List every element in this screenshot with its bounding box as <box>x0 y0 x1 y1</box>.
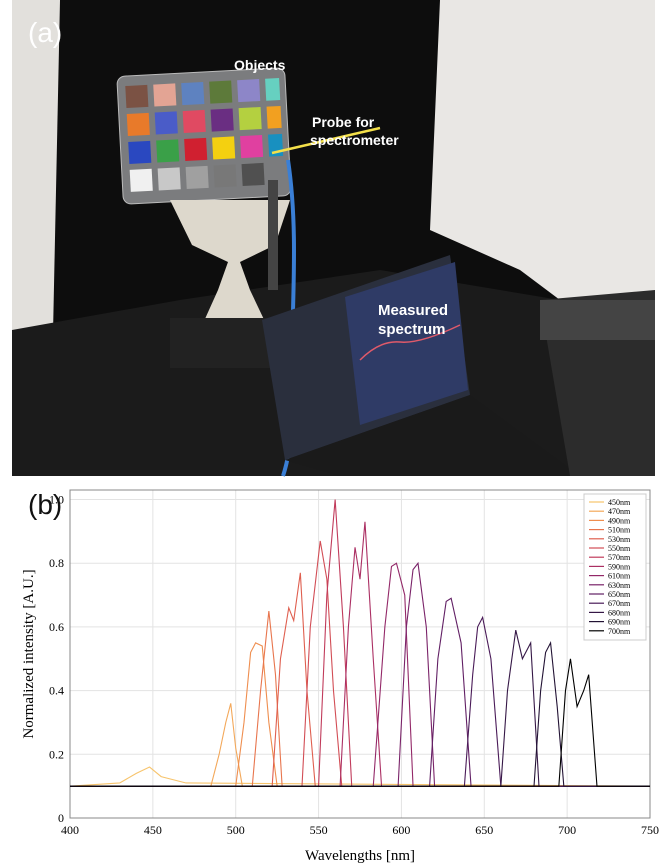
series-line <box>70 563 650 786</box>
series-line <box>70 500 650 787</box>
x-tick-label: 600 <box>392 823 410 837</box>
panel-label: (a) <box>28 17 62 48</box>
x-tick-label: 550 <box>310 823 328 837</box>
x-tick-label: 700 <box>558 823 576 837</box>
legend-label: 690nm <box>608 618 631 627</box>
legend-label: 510nm <box>608 526 631 535</box>
legend-label: 670nm <box>608 599 631 608</box>
legend-label: 610nm <box>608 572 631 581</box>
legend-label: 630nm <box>608 581 631 590</box>
y-tick-label: 0.4 <box>49 684 64 698</box>
series-line <box>70 617 650 786</box>
series-line <box>70 522 650 786</box>
legend-label: 530nm <box>608 535 631 544</box>
y-tick-label: 0.2 <box>49 747 64 761</box>
legend-label: 550nm <box>608 544 631 553</box>
series-line <box>70 643 650 786</box>
series-line <box>70 630 650 786</box>
figure: (a) Objects Probe for spectrometer Measu… <box>0 0 670 867</box>
y-tick-label: 0.8 <box>49 556 64 570</box>
series-line <box>70 643 650 786</box>
y-axis-label: Normalized intensity [A.U.] <box>21 569 37 738</box>
legend-label: 590nm <box>608 562 631 571</box>
annotation: Objects <box>234 57 286 73</box>
series-line <box>70 659 650 786</box>
series-line <box>70 563 650 786</box>
x-tick-label: 750 <box>641 823 659 837</box>
legend-label: 700nm <box>608 627 631 636</box>
x-tick-label: 400 <box>61 823 79 837</box>
plot-frame <box>70 490 650 818</box>
annotation: spectrometer <box>310 132 399 148</box>
legend-label: 650nm <box>608 590 631 599</box>
legend-label: 570nm <box>608 553 631 562</box>
y-tick-label: 0 <box>58 811 64 825</box>
series-line <box>70 611 650 786</box>
x-tick-label: 450 <box>144 823 162 837</box>
y-tick-label: 0.6 <box>49 620 64 634</box>
legend-label: 490nm <box>608 516 631 525</box>
x-tick-label: 650 <box>475 823 493 837</box>
annotation: spectrum <box>378 321 446 338</box>
legend-label: 680nm <box>608 608 631 617</box>
panel-label: (b) <box>28 489 62 520</box>
legend-label: 470nm <box>608 507 631 516</box>
x-tick-label: 500 <box>227 823 245 837</box>
annotation: Measured <box>378 302 448 319</box>
x-axis-label: Wavelengths [nm] <box>305 848 415 864</box>
legend-label: 450nm <box>608 498 631 507</box>
annotation: Probe for <box>312 114 375 130</box>
photo <box>12 0 655 476</box>
